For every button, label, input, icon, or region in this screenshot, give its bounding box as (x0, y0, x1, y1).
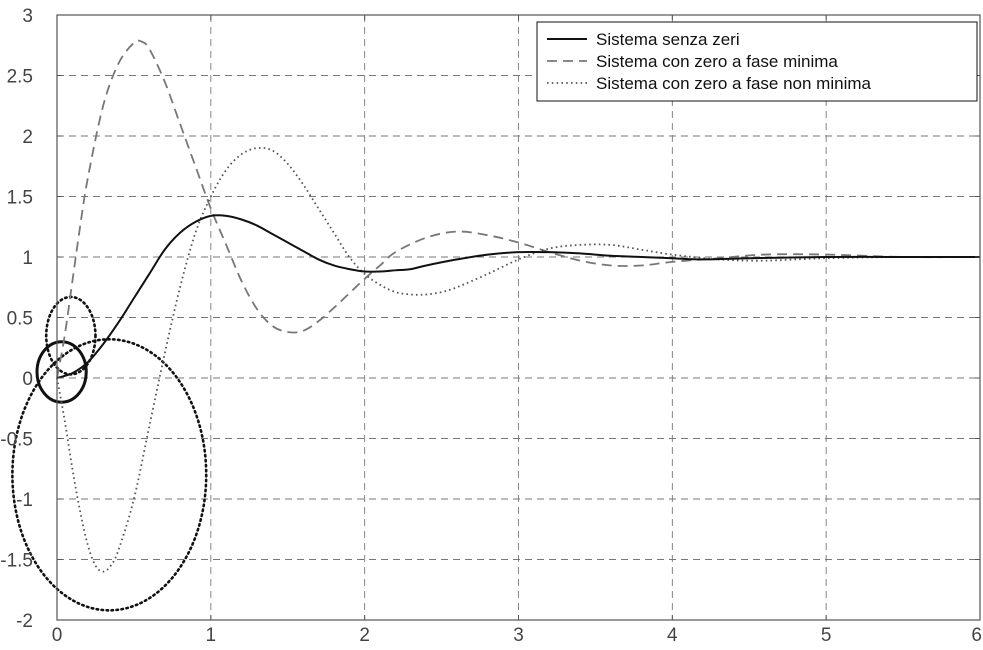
x-tick-label-0: 0 (52, 625, 63, 645)
x-tick-label-3: 3 (513, 625, 524, 645)
series-line-0 (56, 214, 980, 379)
x-tick-label-6: 6 (971, 625, 982, 645)
annotation-layer (11, 295, 208, 612)
x-tick-label-5: 5 (821, 625, 832, 645)
y-tick-label-10: 3 (22, 6, 33, 27)
legend: Sistema senza zeri Sistema con zero a fas… (536, 21, 978, 102)
grid-layer (57, 15, 980, 620)
x-tick-label-2: 2 (359, 625, 370, 645)
legend-entries: Sistema senza zeri Sistema con zero a fas… (547, 30, 872, 93)
y-tick-label-7: 1.5 (7, 188, 33, 209)
y-tick-label-6: 1 (22, 248, 33, 269)
x-tick-label-1: 1 (206, 625, 217, 645)
legend-label-1: Sistema con zero a fase minima (596, 52, 838, 71)
y-tick-label-5: 0.5 (7, 309, 33, 330)
y-tick-label-8: 2 (22, 127, 33, 148)
legend-label-2: Sistema con zero a fase non minima (596, 74, 872, 93)
legend-label-0: Sistema senza zeri (596, 30, 740, 49)
y-tick-label-3: -0.5 (0, 430, 33, 451)
series-line-2 (56, 146, 981, 573)
y-tick-label-9: 2.5 (7, 67, 33, 88)
annotation-ellipse-2 (11, 337, 208, 612)
tick-layer: 0 1 2 3 4 5 6 -2 -1.5 -1 -0.5 0 0.5 1 1.5 2 2.5 3 (0, 6, 982, 646)
y-tick-label-1: -1.5 (0, 551, 33, 572)
y-tick-label-4: 0 (22, 369, 33, 390)
x-tick-label-4: 4 (667, 625, 678, 645)
series-layer (56, 39, 981, 573)
legend-box (536, 21, 978, 102)
series-line-1 (56, 39, 981, 379)
y-tick-label-0: -2 (16, 611, 33, 632)
y-tick-label-2: -1 (16, 490, 33, 511)
